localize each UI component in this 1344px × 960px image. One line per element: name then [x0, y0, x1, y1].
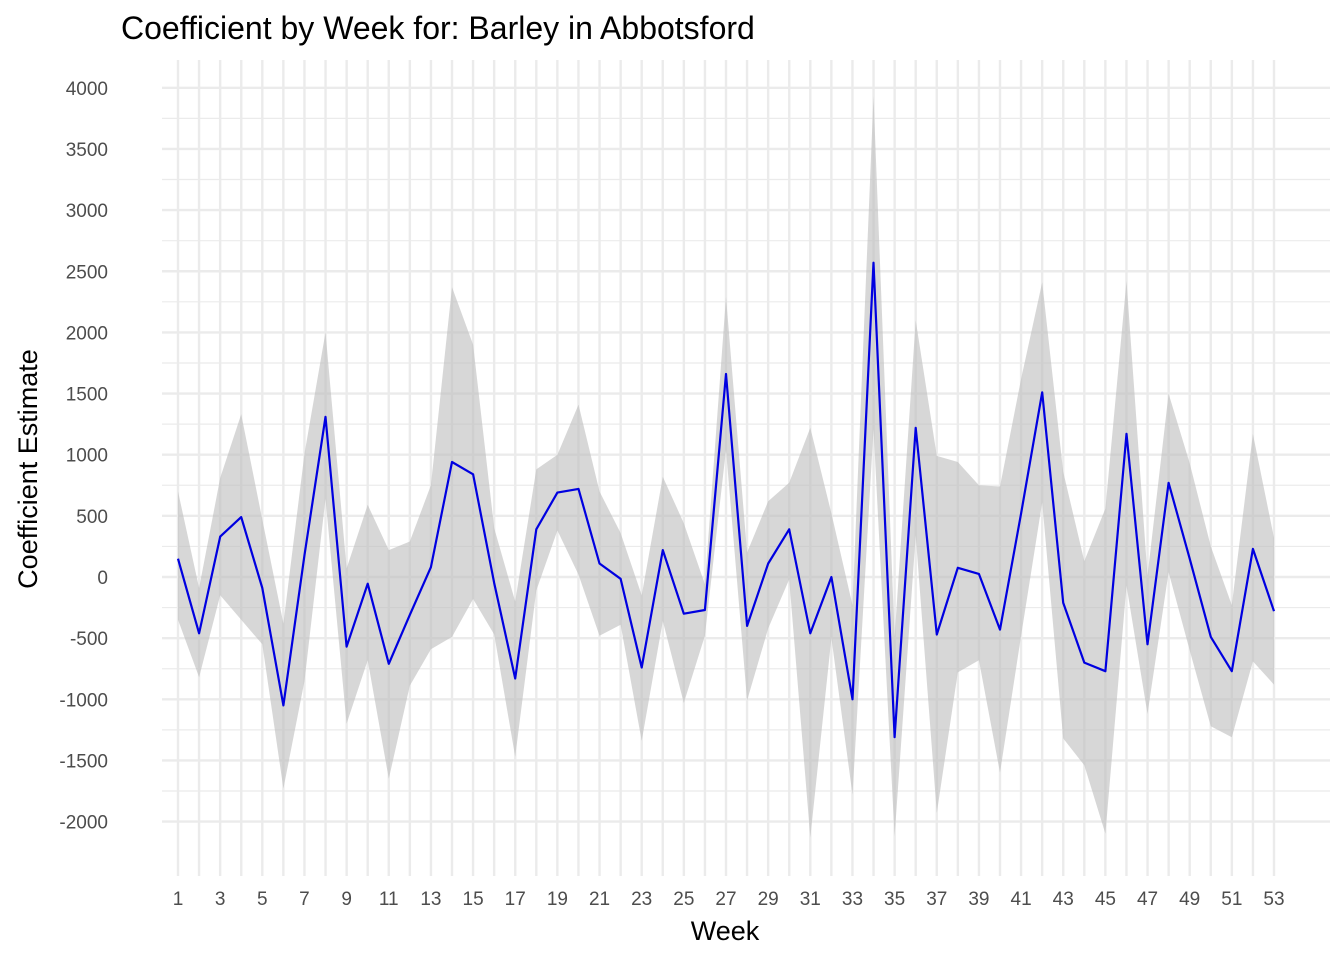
- y-tick-label: 1000: [66, 446, 108, 467]
- x-tick-label: 27: [715, 889, 736, 910]
- x-tick-label: 29: [758, 889, 779, 910]
- x-tick-label: 11: [379, 889, 399, 910]
- x-tick-label: 37: [926, 889, 947, 910]
- x-tick-label: 25: [673, 889, 694, 910]
- y-tick-label: 0: [97, 568, 108, 589]
- x-tick-label: 13: [420, 889, 441, 910]
- x-tick-label: 33: [842, 889, 863, 910]
- x-tick-label: 21: [589, 889, 610, 910]
- x-axis-title: Week: [691, 916, 760, 946]
- x-tick-label: 51: [1221, 889, 1242, 910]
- y-tick-label: -1000: [59, 690, 108, 711]
- y-tick-label: -1500: [59, 751, 108, 772]
- y-tick-label: 500: [76, 507, 108, 528]
- x-tick-label: 35: [884, 889, 905, 910]
- y-tick-label: -500: [70, 629, 108, 650]
- y-tick-label: 2000: [66, 323, 108, 344]
- x-tick-label: 47: [1137, 889, 1158, 910]
- series-line-layer: [176, 261, 1276, 739]
- y-tick-label: 3500: [66, 140, 108, 161]
- x-tick-label: 49: [1179, 889, 1200, 910]
- series-line: [176, 261, 1276, 739]
- x-tick-label: 19: [547, 889, 568, 910]
- x-tick-label: 3: [215, 889, 226, 910]
- x-tick-label: 45: [1095, 889, 1116, 910]
- x-tick-label: 31: [800, 889, 821, 910]
- y-tick-label: 3000: [66, 201, 108, 222]
- y-tick-label: 4000: [66, 79, 108, 100]
- x-tick-label: 17: [505, 889, 526, 910]
- y-tick-label: 2500: [66, 262, 108, 283]
- y-tick-labels: -2000 -1500 -1000 -500 0 500 1000 1500 2000 2500 3…: [59, 79, 108, 834]
- x-tick-label: 43: [1053, 889, 1074, 910]
- x-tick-label: 53: [1263, 889, 1284, 910]
- confidence-ribbon-layer: [178, 96, 1274, 838]
- x-tick-label: 23: [631, 889, 652, 910]
- x-tick-label: 41: [1011, 889, 1032, 910]
- x-tick-label: 5: [257, 889, 268, 910]
- x-tick-label: 7: [299, 889, 310, 910]
- x-tick-label: 39: [968, 889, 989, 910]
- chart-title: Coefficient by Week for: Barley in Abbot…: [121, 10, 755, 46]
- x-tick-label: 15: [463, 889, 484, 910]
- y-axis-title: Coefficient Estimate: [13, 349, 43, 589]
- x-tick-labels: 1 3 5 7 9 11 13 15 17 19 21 23 25 27 29 31 33 35 37 39 41 43 4…: [173, 889, 1285, 910]
- y-tick-label: 1500: [66, 385, 108, 406]
- x-tick-label: 9: [341, 889, 352, 910]
- x-tick-label: 1: [173, 889, 184, 910]
- confidence-ribbon: [178, 96, 1274, 838]
- y-tick-label: -2000: [59, 813, 108, 834]
